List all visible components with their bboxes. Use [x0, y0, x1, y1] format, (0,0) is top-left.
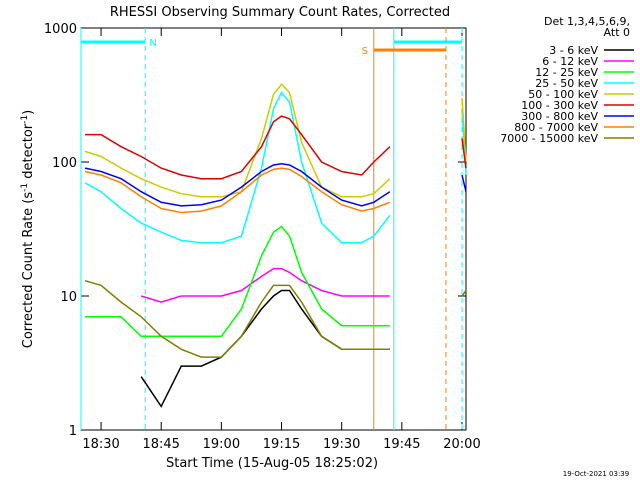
series-line	[84, 83, 467, 198]
legend-label: 12 - 25 keV	[535, 66, 598, 79]
y-axis-label-part: -1	[20, 115, 30, 124]
y-tick-label: 10	[60, 290, 77, 305]
legend-title: Det 1,3,4,5,6,9,	[544, 15, 630, 28]
y-tick-label: 100	[52, 156, 77, 171]
legend-label: 3 - 6 keV	[549, 44, 598, 57]
series-line	[84, 91, 467, 244]
legend-label: 800 - 7000 keV	[514, 121, 598, 134]
legend-label: 300 - 800 keV	[521, 110, 598, 123]
legend-label: 6 - 12 keV	[542, 55, 598, 68]
x-tick-label: 20:00	[443, 437, 480, 452]
y-axis-label-part: )	[21, 110, 36, 115]
series-line	[84, 279, 467, 358]
interval-label: N	[149, 38, 156, 49]
x-tick-label: 18:30	[82, 437, 119, 452]
series-line	[85, 162, 466, 213]
y-tick-label: 1	[69, 424, 77, 439]
legend-label: 100 - 300 keV	[521, 99, 598, 112]
y-axis-label-part: Corrected Count Rate (s	[21, 192, 36, 349]
x-tick-label: 19:15	[263, 437, 300, 452]
footer: 19-Oct-2021 03:39	[563, 470, 629, 478]
y-axis-label-part: -1	[20, 183, 30, 192]
x-axis-label: Start Time (15-Aug-05 18:25:02)	[166, 456, 378, 471]
legend-title: Att 0	[604, 26, 630, 39]
legend-label: 7000 - 15000 keV	[500, 132, 598, 145]
series-line	[140, 289, 390, 408]
series-line	[85, 115, 467, 180]
x-tick-label: 19:00	[203, 437, 240, 452]
x-tick-label: 19:30	[323, 437, 360, 452]
y-axis-label-part: detector	[21, 123, 36, 183]
chart-title: RHESSI Observing Summary Count Rates, Co…	[110, 5, 450, 20]
x-tick-label: 19:45	[383, 437, 420, 452]
legend-label: 25 - 50 keV	[535, 77, 598, 90]
series-line	[140, 267, 390, 303]
x-tick-label: 18:45	[142, 437, 179, 452]
plot-frame	[80, 27, 467, 431]
series-line	[85, 227, 466, 337]
y-tick-label: 1000	[44, 22, 77, 37]
legend-label: 50 - 100 keV	[528, 88, 598, 101]
interval-label: S	[362, 46, 368, 57]
series-line	[84, 163, 467, 207]
y-axis-label: Corrected Count Rate (s-1 detector-1)	[20, 110, 36, 348]
